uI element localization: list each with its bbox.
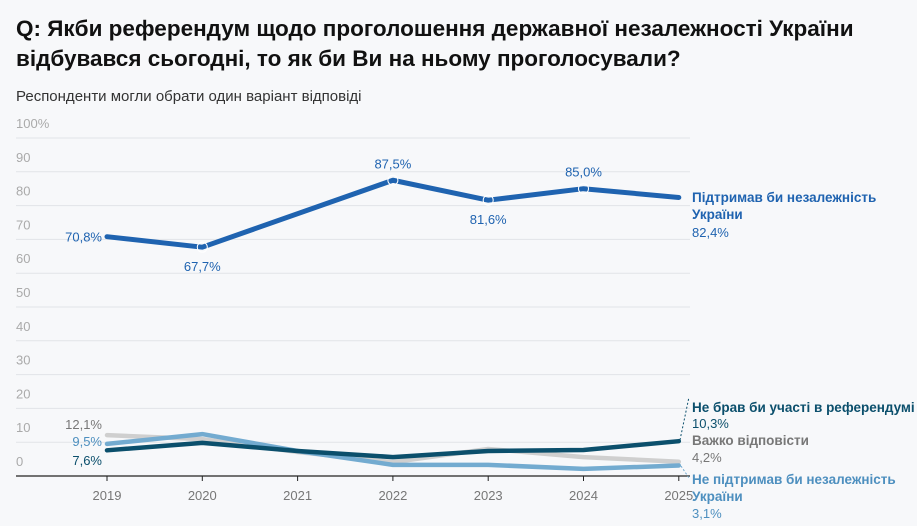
y-tick-label: 100% — [16, 116, 50, 131]
y-tick-label: 50 — [16, 285, 30, 300]
data-label: 87,5% — [374, 156, 411, 171]
series-line — [104, 432, 682, 465]
data-label: 70,8% — [65, 230, 102, 245]
y-tick-label: 0 — [16, 454, 23, 469]
x-tick-label: 2023 — [474, 488, 503, 503]
data-point — [578, 183, 589, 195]
y-tick-label: 90 — [16, 150, 30, 165]
series-name-label: Підтримав би незалежність — [692, 190, 876, 205]
series-line — [104, 438, 682, 460]
x-tick-label: 2019 — [93, 488, 122, 503]
data-label: 81,6% — [470, 212, 507, 227]
start-label: 12,1% — [65, 417, 102, 432]
y-tick-label: 30 — [16, 353, 30, 368]
data-label: 67,7% — [184, 259, 221, 274]
y-tick-label: 10 — [16, 420, 30, 435]
series-name-label: Не підтримав би незалежність — [692, 472, 896, 487]
end-value-label: 82,4% — [692, 225, 729, 240]
y-tick-label: 20 — [16, 386, 30, 401]
data-point — [482, 194, 494, 206]
y-tick-label: 80 — [16, 184, 30, 199]
x-tick-label: 2022 — [378, 488, 407, 503]
series-line — [104, 177, 682, 250]
y-tick-label: 60 — [16, 251, 30, 266]
end-value-label: 4,2% — [692, 450, 722, 465]
chart-title: Q: Якби референдум щодо проголошення дер… — [16, 16, 854, 71]
series-name-label: Важко відповісти — [692, 433, 809, 448]
chart-subtitle: Респонденти могли обрати один варіант ві… — [16, 88, 362, 105]
start-label: 7,6% — [72, 453, 102, 468]
end-value-label: 3,1% — [692, 506, 722, 521]
leader-line — [679, 396, 690, 441]
series-name-label: України — [692, 489, 743, 504]
data-point — [196, 241, 208, 253]
series-line — [104, 431, 682, 472]
series-name-label: Не брав би участі в референдумі — [692, 400, 915, 415]
series-name-label: України — [692, 207, 743, 222]
x-tick-label: 2021 — [283, 488, 312, 503]
data-label: 85,0% — [565, 165, 602, 180]
start-label: 9,5% — [72, 434, 102, 449]
x-tick-label: 2025 — [664, 488, 693, 503]
data-point — [387, 174, 399, 186]
x-tick-label: 2020 — [188, 488, 217, 503]
end-value-label: 10,3% — [692, 416, 729, 431]
leader-line — [680, 465, 690, 479]
y-tick-label: 40 — [16, 319, 30, 334]
x-tick-label: 2024 — [569, 488, 598, 503]
y-tick-label: 70 — [16, 217, 30, 232]
